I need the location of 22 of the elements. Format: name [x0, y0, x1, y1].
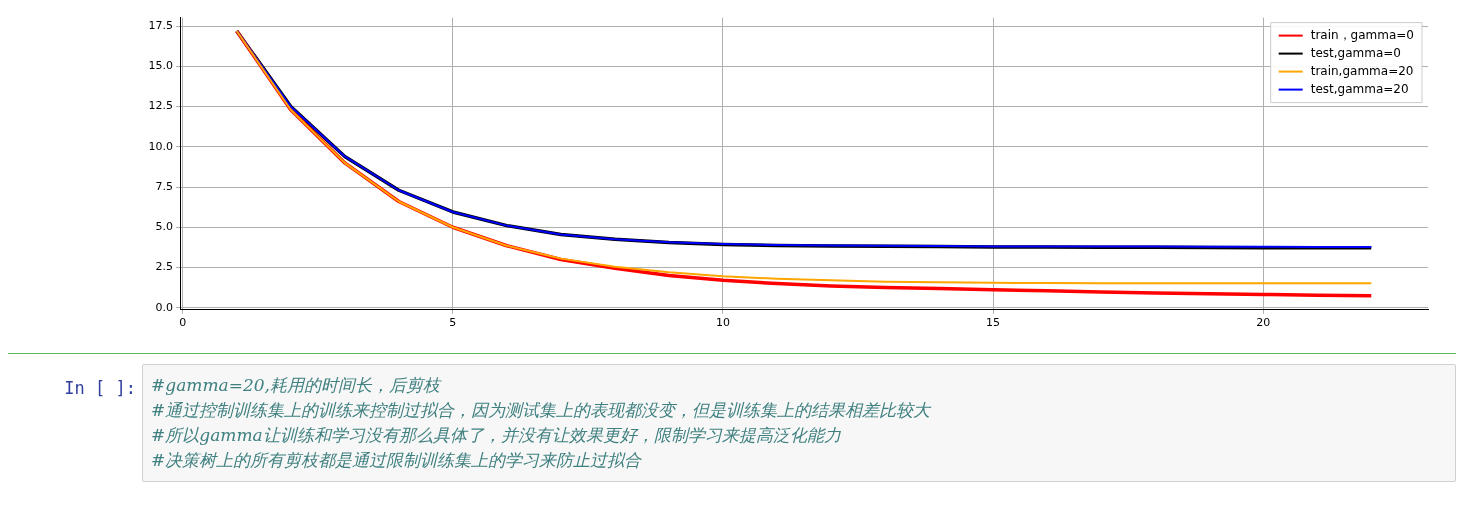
text: In [ ]: [63, 377, 137, 400]
y-tick-label: 0.0 [155, 300, 173, 314]
text: #gamma=20,耗用的时间长，后剪枝 [151, 374, 443, 397]
x-tick-label: 10 [715, 316, 730, 330]
y-tick-label: 7.5 [155, 179, 173, 193]
x-tick-label: 20 [1256, 316, 1271, 330]
y-tick-label: 10.0 [148, 139, 173, 153]
x-tick-label: 0 [179, 316, 187, 330]
y-tick-label: 5.0 [155, 220, 173, 234]
y-tick-label: 15.0 [148, 59, 173, 73]
x-tick-label: 5 [449, 316, 457, 330]
y-tick-label: 2.5 [155, 260, 173, 274]
legend-label: test,gamma=0 [1310, 45, 1401, 60]
legend-label: train,gamma=20 [1310, 63, 1414, 78]
legend-label: train，gamma=0 [1310, 27, 1414, 42]
legend-label: test,gamma=20 [1310, 81, 1409, 96]
text: #通过控制训练集上的训练来控制过拟合，因为测试集上的表现都没变，但是训练集上的结果相差比较大 [151, 399, 932, 422]
x-tick-label: 15 [986, 316, 1001, 330]
y-tick-label: 12.5 [148, 99, 173, 113]
text: #所以gamma让训练和学习没有那么具体了，并没有让效果更好，限制学习来提高泛化能力 [151, 424, 842, 447]
text: #决策树上的所有剪枝都是通过限制训练集上的学习来防止过拟合 [151, 449, 643, 472]
y-tick-label: 17.5 [148, 18, 173, 32]
